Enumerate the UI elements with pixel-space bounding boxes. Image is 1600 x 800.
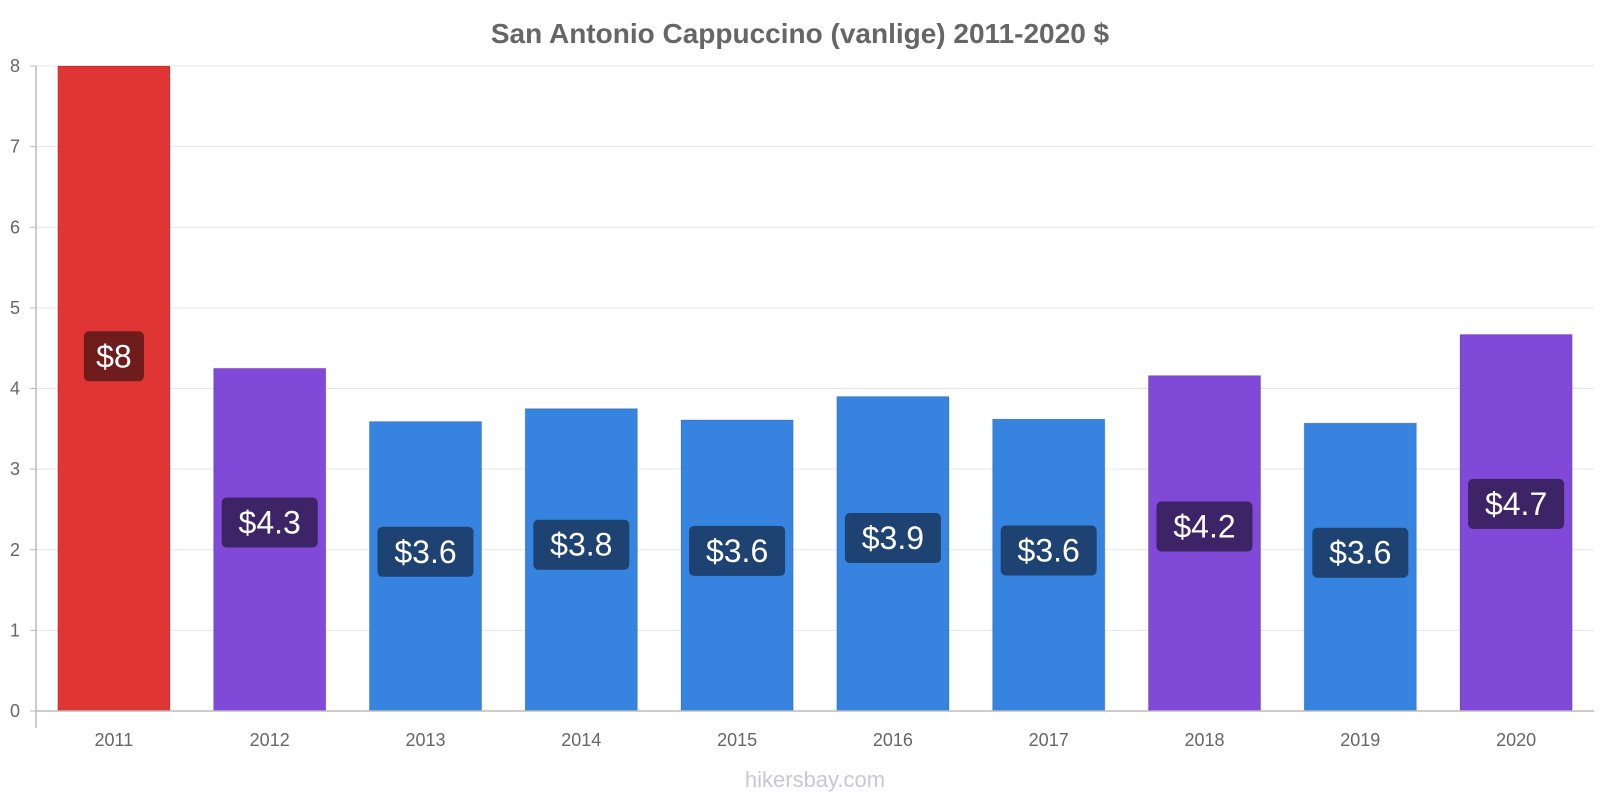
data-label-box [1000, 525, 1097, 576]
data-label-box [1156, 501, 1253, 552]
data-label-2020: $4.7 [1468, 478, 1565, 529]
data-label-box [1312, 527, 1409, 578]
data-label-box [533, 519, 630, 570]
y-tick-label: 4 [10, 379, 20, 399]
x-tick-label: 2016 [873, 730, 913, 750]
chart-title: San Antonio Cappuccino (vanlige) 2011-20… [491, 18, 1110, 49]
data-label-text: $3.6 [1018, 532, 1080, 568]
data-label-2017: $3.6 [1000, 525, 1097, 576]
data-labels: $8 $4.3 $3.6 $3.8 $3.6 $3.9 $3.6 $4.2 $3.6 $4.7 [83, 331, 1565, 578]
data-label-text: $8 [96, 338, 132, 374]
data-label-text: $4.2 [1173, 509, 1235, 545]
x-tick-label: 2013 [405, 730, 445, 750]
x-tick-label: 2018 [1184, 730, 1224, 750]
bar-2011 [57, 65, 171, 712]
y-tick-label: 2 [10, 540, 20, 560]
data-label-2013: $3.6 [377, 526, 474, 577]
y-tick-label: 7 [10, 137, 20, 157]
data-label-2015: $3.6 [689, 525, 786, 576]
x-tick-label: 2014 [561, 730, 601, 750]
y-tick-label: 3 [10, 459, 20, 479]
data-label-box [221, 497, 318, 548]
data-label-box [689, 525, 786, 576]
data-label-2011: $8 [83, 331, 144, 382]
x-tick-label: 2011 [95, 730, 134, 750]
x-tick-label: 2019 [1340, 730, 1380, 750]
data-label-text: $3.6 [1329, 535, 1391, 571]
data-label-2016: $3.9 [844, 513, 941, 564]
data-label-box [83, 331, 144, 382]
x-axis-ticks: 2011 2012 2013 2014 2015 2016 2017 2018 2019 2020 [95, 730, 1537, 750]
y-axis-ticks: 0 1 2 3 4 5 6 7 8 [10, 56, 36, 721]
data-label-text: $3.8 [550, 527, 612, 563]
watermark: hikersbay.com [745, 767, 885, 792]
y-tick-label: 6 [10, 217, 20, 237]
x-tick-label: 2012 [250, 730, 290, 750]
data-label-text: $3.6 [394, 534, 456, 570]
data-label-box [844, 513, 941, 564]
data-label-text: $3.6 [706, 533, 768, 569]
data-label-box [377, 526, 474, 577]
data-label-text: $3.9 [862, 520, 924, 556]
x-tick-label: 2017 [1029, 730, 1069, 750]
data-label-2014: $3.8 [533, 519, 630, 570]
y-tick-label: 0 [10, 701, 20, 721]
data-label-box [1468, 478, 1565, 529]
data-label-2012: $4.3 [221, 497, 318, 548]
data-label-2019: $3.6 [1312, 527, 1409, 578]
y-tick-label: 1 [10, 620, 20, 640]
y-tick-label: 8 [10, 56, 20, 76]
data-label-text: $4.7 [1485, 486, 1547, 522]
x-tick-label: 2020 [1496, 730, 1536, 750]
data-label-text: $4.3 [239, 505, 301, 541]
y-tick-label: 5 [10, 298, 20, 318]
x-tick-label: 2015 [717, 730, 757, 750]
data-label-2018: $4.2 [1156, 501, 1253, 552]
